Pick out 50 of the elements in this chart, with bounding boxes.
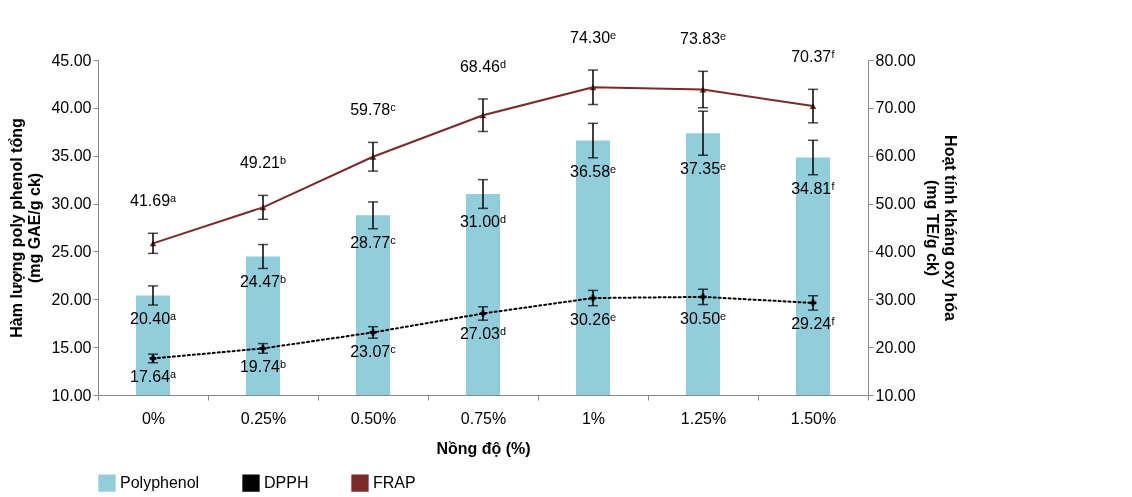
y-tick-label: 35.00 xyxy=(51,147,92,165)
x-tick-label: 0% xyxy=(141,409,166,427)
data-label: 49.21ᵇ xyxy=(239,154,287,172)
data-label: 24.47ᵇ xyxy=(239,273,287,291)
x-tick-label: 0.50% xyxy=(350,409,397,427)
data-label: 30.50ᵉ xyxy=(680,309,727,327)
data-label: 74.30ᵉ xyxy=(570,29,617,47)
data-label: 59.78ᶜ xyxy=(350,101,397,119)
y2-tick-label: 80.00 xyxy=(875,51,916,69)
legend-label: FRAP xyxy=(373,474,416,492)
y2-axis-title: Hoạt tính kháng oxy hóa (mg TE/g ck) xyxy=(923,135,959,321)
data-label: 29.24ᶠ xyxy=(791,315,836,333)
y2-tick-label: 60.00 xyxy=(875,147,916,165)
legend-label: DPPH xyxy=(264,474,309,492)
data-label: 30.26ᵉ xyxy=(570,310,617,328)
y2-tick-label: 10.00 xyxy=(875,386,916,404)
data-label: 17.64ᵃ xyxy=(130,367,178,385)
y-tick-label: 45.00 xyxy=(51,51,92,69)
x-tick-label: 0.75% xyxy=(460,409,507,427)
data-label: 27.03ᵈ xyxy=(459,325,507,343)
y2-tick-label: 40.00 xyxy=(875,242,916,260)
y-tick-label: 30.00 xyxy=(51,195,92,213)
data-label: 34.81ᶠ xyxy=(791,179,836,197)
data-label: 31.00ᵈ xyxy=(459,213,507,231)
x-tick-label: 1.25% xyxy=(680,409,727,427)
y-tick-label: 10.00 xyxy=(51,386,92,404)
y-tick-label: 25.00 xyxy=(51,242,92,260)
y-tick-label: 15.00 xyxy=(51,338,92,356)
data-label: 37.35ᵉ xyxy=(680,160,727,178)
y2-tick-label: 70.00 xyxy=(875,99,916,117)
x-tick-label: 1.50% xyxy=(790,409,837,427)
data-label: 20.40ᵃ xyxy=(130,310,178,328)
y2-tick-label: 30.00 xyxy=(875,290,916,308)
data-label: 23.07ᶜ xyxy=(350,343,397,361)
x-tick-label: 1% xyxy=(581,409,606,427)
data-label: 68.46ᵈ xyxy=(459,57,507,75)
data-label: 41.69ᵃ xyxy=(130,192,178,210)
y-tick-label: 40.00 xyxy=(51,99,92,117)
data-label: 28.77ᶜ xyxy=(350,233,397,251)
y2-tick-label: 20.00 xyxy=(875,338,916,356)
y2-tick-label: 50.00 xyxy=(875,195,916,213)
data-label: 70.37ᶠ xyxy=(791,48,836,66)
data-label: 19.74ᵇ xyxy=(239,358,287,376)
x-axis-title: Nồng độ (%) xyxy=(436,439,531,457)
x-tick-label: 0.25% xyxy=(240,409,287,427)
data-label: 36.58ᵉ xyxy=(570,162,617,180)
legend-label: Polyphenol xyxy=(120,474,200,492)
y-axis-title: Hàm lượng poly phenol tổng (mg GAE/g ck) xyxy=(8,118,44,338)
y-tick-label: 20.00 xyxy=(51,290,92,308)
data-label: 73.83ᵉ xyxy=(680,30,727,48)
